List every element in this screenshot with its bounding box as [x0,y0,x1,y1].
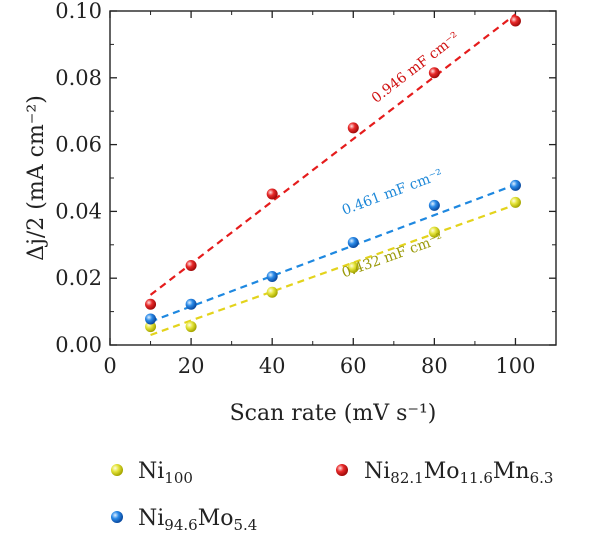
fit-lines [149,13,517,337]
data-point-ni82-1-mo11-6-mn6-3 [428,67,440,79]
plot-area [109,10,557,346]
data-point-ni94-6-mo5-4 [185,298,197,310]
legend-label-ni82-1-mo11-6-mn6-3: Ni82.1Mo11.6Mn6.3 [364,459,553,487]
data-point-ni94-6-mo5-4 [428,199,440,211]
legend-item-ni82-1-mo11-6-mn6-3: Ni82.1Mo11.6Mn6.3 [336,459,553,487]
data-point-ni82-1-mo11-6-mn6-3 [266,188,278,200]
data-point-ni82-1-mo11-6-mn6-3 [185,260,197,272]
fit-line-ni82-1-mo11-6-mn6-3 [149,13,517,296]
data-point-ni100 [266,286,278,298]
data-point-ni100 [509,196,521,208]
plot-frame [109,10,557,346]
fit-line-ni94-6-mo5-4 [150,183,516,323]
legend-item-ni100: Ni100 [111,459,193,487]
slope-annotation-ni94-6-mo5-4: 0.461 mF cm⁻² [340,166,445,218]
legend-label-ni100: Ni100 [138,459,193,487]
y-tick-label: 0.10 [55,0,102,23]
data-point-ni100 [428,226,440,238]
data-point-ni94-6-mo5-4 [509,179,521,191]
data-point-ni94-6-mo5-4 [347,236,359,248]
data-point-ni100 [185,321,197,333]
data-points [145,15,521,333]
legend-item-ni94-6-mo5-4: Ni94.6Mo5.4 [111,506,257,534]
data-point-ni100 [145,321,157,333]
data-point-ni82-1-mo11-6-mn6-3 [509,15,521,27]
y-tick-label: 0.00 [55,333,102,357]
x-tick-label: 60 [340,354,367,378]
data-point-ni82-1-mo11-6-mn6-3 [347,122,359,134]
x-tick-label: 100 [495,354,535,378]
legend-label-ni94-6-mo5-4: Ni94.6Mo5.4 [138,506,257,534]
y-tick-label: 0.04 [55,199,102,223]
data-point-ni94-6-mo5-4 [266,271,278,283]
y-tick-label: 0.06 [55,133,102,157]
x-tick-label: 20 [178,354,205,378]
x-tick-label: 0 [103,354,116,378]
y-tick-label: 0.08 [55,66,102,90]
data-point-ni82-1-mo11-6-mn6-3 [145,298,157,310]
legend: Ni100 Ni94.6Mo5.4 Ni82.1Mo11.6Mn6.3 [111,459,553,534]
legend-marker-ni100 [111,464,123,476]
slope-annotation-ni82-1-mo11-6-mn6-3: 0.946 mF cm⁻² [369,29,463,106]
y-axis-label: Δj/2 (mA cm⁻²) [24,95,49,261]
fit-line-ni100 [150,203,516,337]
legend-marker-ni94-6-mo5-4 [111,511,123,523]
data-point-ni100 [347,262,359,274]
legend-marker-ni82-1-mo11-6-mn6-3 [336,464,348,476]
x-tick-label: 40 [259,354,286,378]
x-tick-label: 80 [421,354,448,378]
axis-ticks: 0 20 40 60 80 100 0.00 0.02 0.04 0.06 0.08 0.10 [55,0,557,378]
x-axis-label: Scan rate (mV s⁻¹) [230,401,437,426]
y-tick-label: 0.02 [55,266,102,290]
data-point-ni94-6-mo5-4 [145,313,157,325]
